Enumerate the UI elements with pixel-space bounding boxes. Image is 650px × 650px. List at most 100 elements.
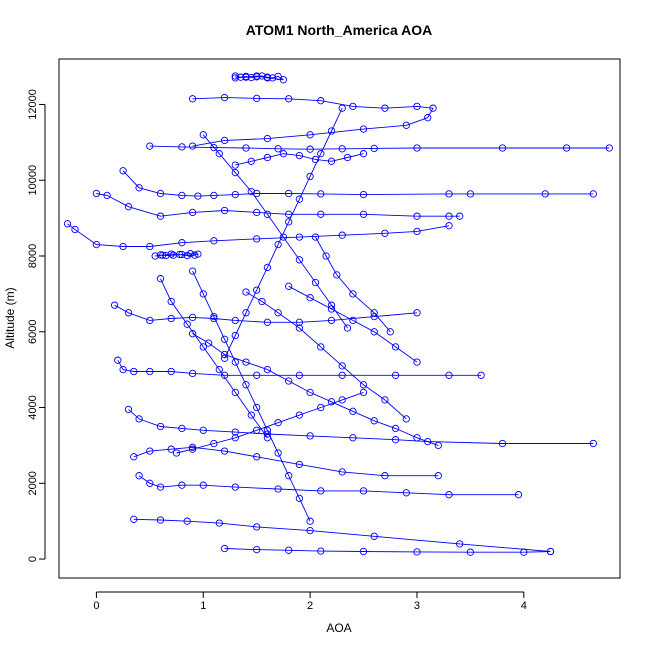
data-point — [370, 328, 378, 336]
data-point — [231, 168, 239, 177]
plot-area — [58, 58, 621, 579]
y-axis: 0 2000 4000 6000 8000 10000 12000 — [27, 89, 46, 562]
data-point — [359, 388, 368, 397]
data-point — [110, 301, 119, 309]
data-point — [306, 388, 314, 397]
data-point — [258, 72, 266, 80]
data-point — [220, 371, 229, 379]
data-point — [231, 190, 239, 199]
data-point — [146, 447, 154, 455]
data-point — [413, 309, 421, 317]
data-point — [359, 150, 368, 158]
data-point — [306, 131, 314, 139]
data-point — [156, 189, 165, 198]
data-point — [381, 104, 389, 112]
data-point — [498, 439, 507, 448]
data-point — [370, 144, 378, 153]
data-point — [253, 94, 261, 103]
data-point — [199, 481, 207, 489]
data-point — [295, 411, 304, 419]
data-point — [156, 212, 165, 220]
data-point — [130, 367, 138, 376]
data-point — [327, 398, 336, 406]
series-line — [96, 193, 460, 217]
data-point — [306, 526, 314, 535]
data-point — [295, 371, 304, 379]
plot-frame — [58, 58, 621, 579]
data-point — [589, 190, 597, 198]
data-point — [306, 172, 314, 181]
data-point — [172, 449, 181, 457]
data-point — [263, 365, 272, 374]
data-point — [188, 330, 197, 338]
data-point — [349, 434, 357, 442]
data-point — [151, 252, 159, 260]
data-point — [311, 233, 320, 241]
data-point — [253, 523, 261, 531]
data-point — [429, 104, 437, 112]
data-point — [269, 74, 277, 82]
data-point — [253, 235, 261, 243]
data-point — [188, 267, 197, 275]
data-point — [424, 437, 432, 446]
data-point — [317, 190, 325, 198]
data-point — [119, 242, 127, 251]
series-line — [67, 223, 450, 247]
data-point — [306, 432, 314, 440]
data-point — [183, 320, 191, 328]
data-point — [103, 191, 111, 200]
data-point — [188, 95, 197, 103]
data-point — [258, 297, 266, 306]
data-point — [327, 301, 336, 309]
data-point — [295, 324, 304, 332]
x-tick-label: 2 — [307, 600, 313, 612]
data-point — [445, 222, 453, 230]
data-point — [391, 343, 400, 351]
data-point — [589, 439, 597, 448]
data-point — [253, 371, 261, 379]
data-point — [220, 136, 229, 145]
data-point — [327, 316, 336, 325]
data-point — [338, 362, 346, 370]
data-point — [178, 143, 186, 151]
data-point — [498, 144, 507, 152]
data-point — [333, 271, 341, 279]
data-point — [188, 369, 197, 378]
data-point — [194, 192, 202, 200]
data-point — [220, 93, 229, 102]
y-tick-label: 0 — [27, 556, 39, 562]
data-point — [199, 343, 207, 351]
data-point — [349, 407, 357, 415]
data-point — [338, 231, 346, 239]
data-point — [263, 263, 272, 272]
data-point — [146, 367, 154, 376]
series-line — [133, 446, 439, 477]
y-tick-label: 6000 — [27, 320, 39, 344]
data-point — [231, 74, 239, 82]
data-point — [220, 335, 229, 343]
data-point — [92, 240, 101, 249]
x-tick-label: 4 — [521, 600, 527, 612]
series-line — [192, 270, 311, 522]
data-point — [338, 371, 346, 379]
data-point — [242, 358, 250, 366]
data-point — [546, 547, 555, 556]
data-point — [295, 256, 304, 264]
series-line — [114, 304, 418, 323]
data-point — [514, 491, 523, 499]
data-point — [295, 195, 304, 203]
data-point — [247, 187, 255, 196]
data-point — [188, 313, 197, 322]
data-point — [188, 443, 197, 451]
data-point — [135, 472, 143, 480]
series-line — [192, 97, 434, 147]
data-point — [210, 312, 218, 321]
data-point — [237, 73, 245, 81]
data-point — [156, 483, 165, 491]
data-point — [402, 415, 410, 423]
data-point — [146, 142, 154, 150]
data-point — [146, 242, 154, 251]
data-point — [413, 212, 421, 220]
data-point — [92, 189, 101, 198]
data-point — [178, 239, 186, 247]
